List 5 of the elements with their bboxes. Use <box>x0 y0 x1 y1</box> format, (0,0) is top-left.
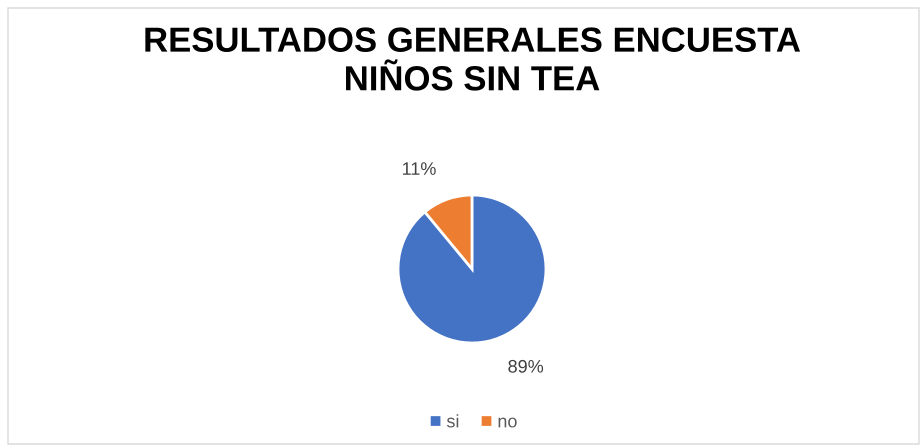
legend-label: no <box>498 418 517 428</box>
legend-label: si <box>446 414 458 428</box>
data-label: 89% <box>508 360 544 373</box>
data-label: 11% <box>402 162 436 175</box>
chart-title: RESULTADOS GENERALES ENCUESTA NIÑOS SIN TEA <box>145 27 800 91</box>
